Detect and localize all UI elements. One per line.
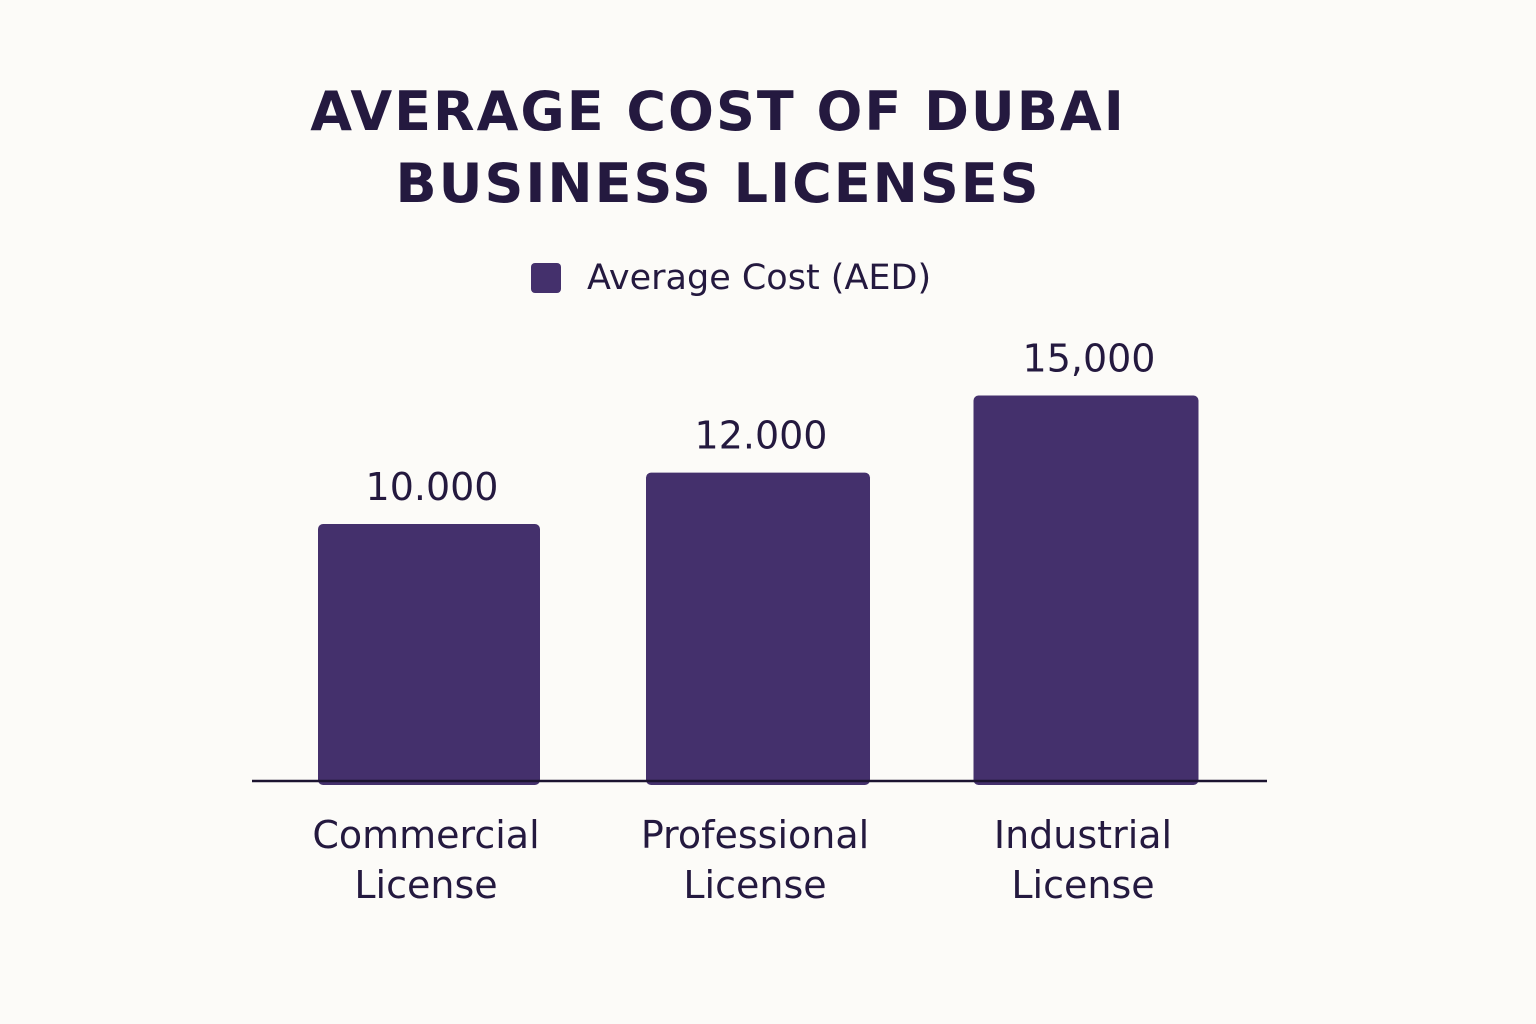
value-label-2: 15,000: [1023, 337, 1156, 381]
value-labels-group: 10.000 12.000 15,000: [366, 337, 1156, 510]
legend-label: Average Cost (AED): [587, 258, 932, 298]
category-label-0-line-1: License: [354, 863, 497, 907]
bar-2: [973, 395, 1199, 785]
category-label-2-line-0: Industrial: [994, 813, 1172, 857]
category-labels-group: Commercial License Professional License Indu…: [312, 813, 1172, 907]
legend: Average Cost (AED): [531, 256, 931, 300]
chart-title-line-2: BUSINESS LICENSES: [395, 152, 1041, 215]
legend-swatch: [531, 263, 561, 293]
bar-0: [318, 524, 540, 785]
chart-title-line-1: AVERAGE COST OF DUBAI: [310, 80, 1126, 143]
bars-group: [318, 395, 1199, 785]
category-label-1-line-0: Professional: [641, 813, 869, 857]
category-label-0-line-0: Commercial: [312, 813, 539, 857]
category-label-1-line-1: License: [683, 863, 826, 907]
category-label-2-line-1: License: [1011, 863, 1154, 907]
bar-1: [646, 472, 870, 785]
value-label-1: 12.000: [695, 414, 828, 458]
value-label-0: 10.000: [366, 465, 499, 509]
